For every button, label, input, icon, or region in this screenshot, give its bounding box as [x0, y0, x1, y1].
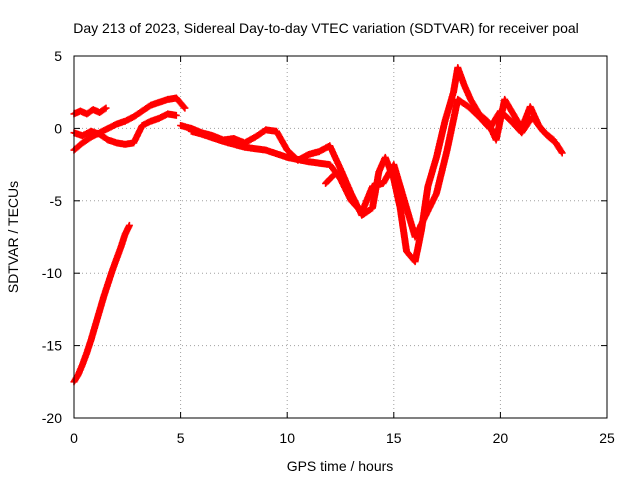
- y-tick-labels: 5 0 -5 -10 -15 -20: [42, 48, 62, 426]
- plot-frame: [73, 55, 608, 419]
- chart-title: Day 213 of 2023, Sidereal Day-to-day VTE…: [73, 20, 579, 36]
- x-tick-label: 15: [386, 430, 402, 446]
- series-short-segment: [322, 171, 338, 187]
- plus-markers: [322, 171, 338, 187]
- plus-markers: [187, 95, 558, 241]
- x-tick-labels: 0 5 10 15 20 25: [70, 430, 615, 446]
- x-tick-label: 25: [599, 430, 615, 446]
- y-tick-label: -10: [42, 265, 62, 281]
- series-secondary-track: [187, 95, 558, 241]
- y-tick-label: 5: [54, 48, 62, 64]
- y-tick-label: 0: [54, 120, 62, 136]
- y-tick-label: -15: [42, 338, 62, 354]
- x-tick-label: 10: [279, 430, 295, 446]
- y-tick-label: -20: [42, 410, 62, 426]
- x-tick-label: 5: [177, 430, 185, 446]
- y-tick-label: -5: [50, 193, 63, 209]
- y-axis-label: SDTVAR / TECUs: [5, 181, 21, 293]
- x-axis-label: GPS time / hours: [287, 458, 394, 474]
- data-markers: [70, 64, 566, 386]
- x-tick-label: 20: [493, 430, 509, 446]
- x-tick-label: 0: [70, 430, 78, 446]
